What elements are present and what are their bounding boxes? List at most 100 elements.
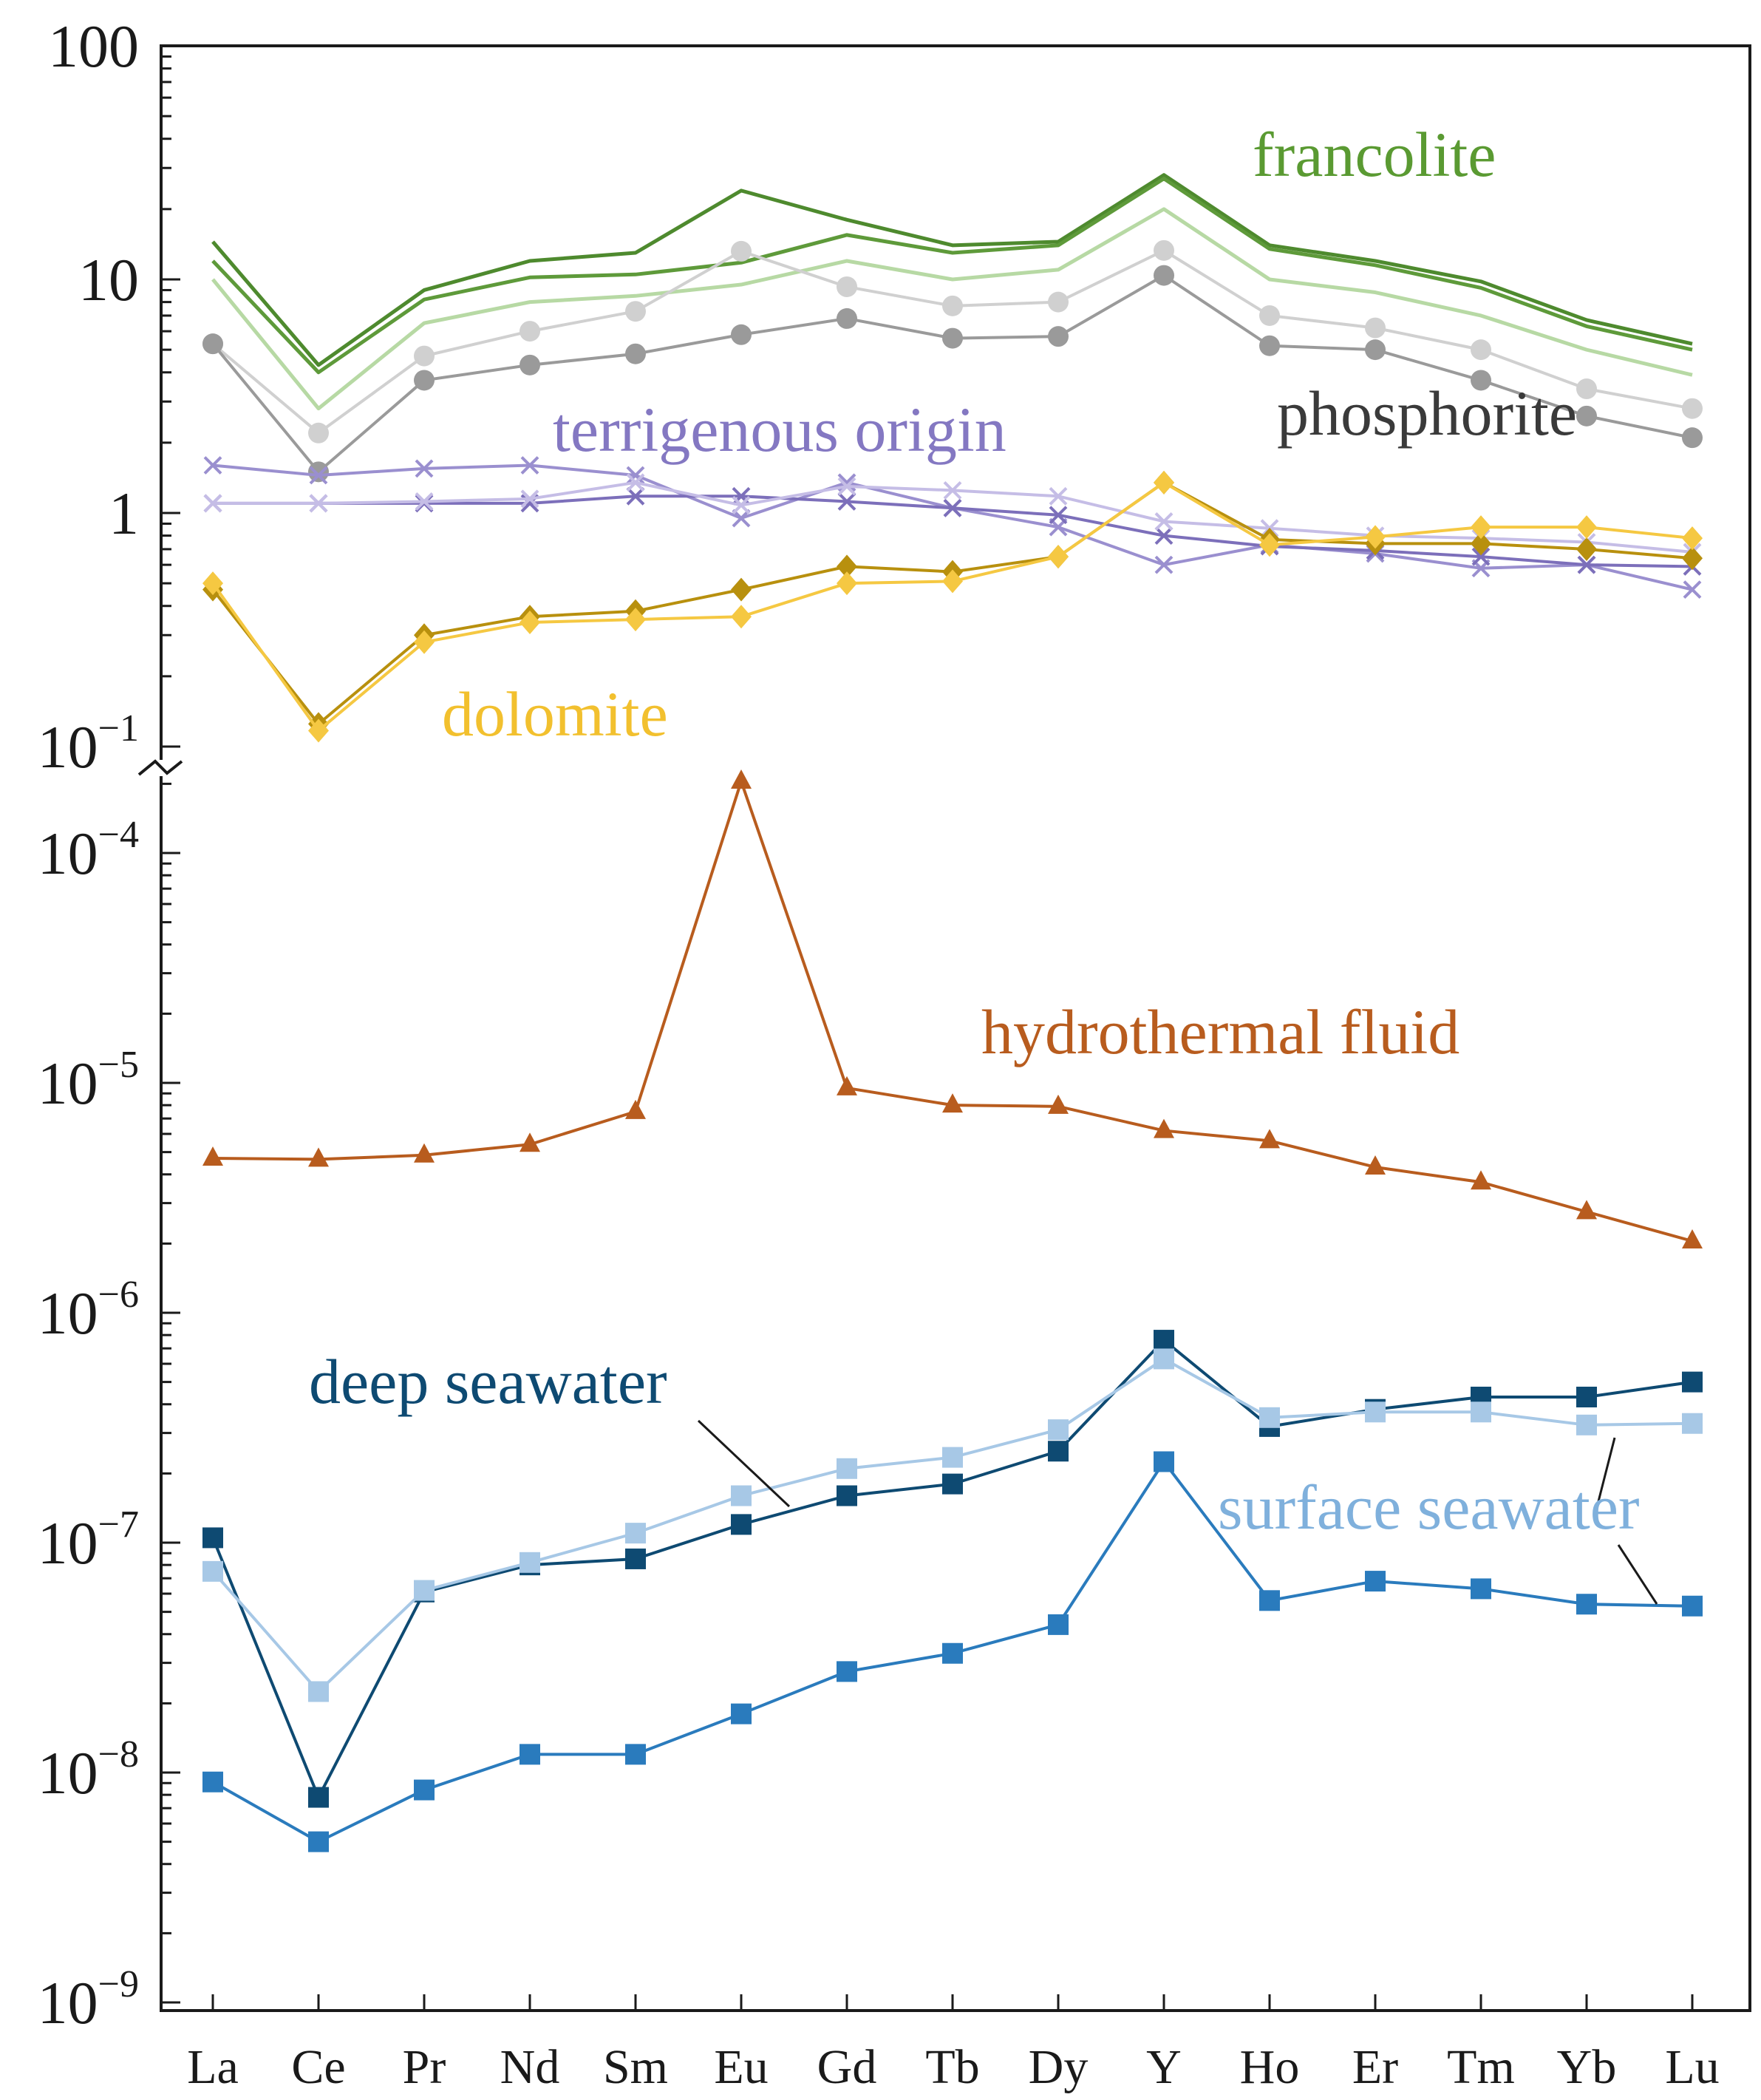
data-point bbox=[415, 459, 434, 478]
data-point bbox=[414, 345, 435, 367]
data-point-stroke bbox=[626, 466, 645, 485]
data-point bbox=[1576, 1594, 1597, 1615]
axis-break-zigzag bbox=[137, 759, 183, 776]
x-tick-label-gd: Gd bbox=[817, 2040, 877, 2094]
y-tick-label: 10−1 bbox=[38, 707, 139, 781]
series-surface-seawater-2 bbox=[202, 1451, 1703, 1852]
data-point bbox=[942, 1642, 963, 1664]
data-point bbox=[1048, 1094, 1069, 1114]
data-point bbox=[1471, 1401, 1491, 1423]
data-point bbox=[626, 486, 645, 506]
data-point bbox=[520, 354, 540, 376]
data-point bbox=[625, 608, 646, 632]
data-point bbox=[1682, 1595, 1703, 1617]
data-point bbox=[1365, 1401, 1386, 1423]
data-point bbox=[626, 473, 645, 492]
data-point bbox=[1682, 1371, 1703, 1393]
series-francolite-1 bbox=[211, 173, 1693, 367]
data-point bbox=[1576, 1386, 1597, 1407]
data-point bbox=[1682, 1413, 1703, 1434]
axis-tick-labels: 100 10 1 10−1 10−4 10−5 10−6 10−7 10−8 10−9 La Ce Pr… bbox=[38, 13, 1720, 2094]
data-point bbox=[1682, 526, 1703, 551]
data-point bbox=[520, 321, 540, 342]
label-deep-seawater: deep seawater bbox=[309, 1346, 667, 1417]
x-tick-label-tm: Tm bbox=[1447, 2040, 1515, 2094]
data-point bbox=[1259, 305, 1280, 326]
data-point bbox=[731, 240, 752, 262]
data-point bbox=[308, 461, 329, 483]
data-point bbox=[625, 301, 646, 322]
series-deep-seawater bbox=[202, 1330, 1703, 1808]
data-point bbox=[837, 276, 857, 297]
data-point bbox=[625, 343, 646, 364]
y-tick-label: 10 bbox=[78, 246, 139, 313]
data-point bbox=[414, 1580, 435, 1601]
data-point bbox=[837, 1458, 857, 1479]
y-tick-label: 10−4 bbox=[38, 814, 139, 887]
data-point bbox=[414, 630, 435, 654]
data-point bbox=[1576, 1414, 1597, 1435]
data-point bbox=[1576, 378, 1597, 400]
data-point-stroke bbox=[309, 466, 328, 485]
data-point bbox=[414, 1143, 435, 1163]
data-point bbox=[942, 569, 963, 594]
data-point-stroke bbox=[1471, 547, 1491, 566]
data-point bbox=[942, 1473, 963, 1495]
x-tick-label-y: Y bbox=[1146, 2040, 1182, 2094]
data-point bbox=[1154, 1118, 1174, 1138]
data-point-stroke bbox=[1683, 580, 1702, 599]
data-point bbox=[520, 456, 539, 475]
data-point-stroke bbox=[837, 477, 856, 496]
data-point bbox=[837, 1485, 857, 1506]
data-point-stroke bbox=[1049, 506, 1068, 525]
label-francolite: francolite bbox=[1253, 119, 1496, 190]
data-point bbox=[1471, 370, 1491, 391]
data-point bbox=[1576, 537, 1597, 561]
data-point bbox=[520, 1744, 540, 1765]
data-point bbox=[202, 1771, 223, 1793]
data-point bbox=[731, 1514, 752, 1535]
data-point bbox=[942, 295, 963, 316]
data-point-stroke bbox=[520, 456, 539, 475]
data-point bbox=[1365, 317, 1386, 339]
data-point bbox=[203, 494, 222, 513]
data-point-stroke bbox=[520, 489, 539, 509]
data-point bbox=[1048, 1419, 1069, 1441]
data-point bbox=[1154, 470, 1174, 495]
label-phosphorite: phosphorite bbox=[1277, 378, 1577, 449]
data-point bbox=[202, 1560, 223, 1582]
data-point-stroke bbox=[732, 496, 751, 514]
data-point bbox=[520, 1132, 540, 1152]
data-point bbox=[1471, 531, 1491, 556]
data-point bbox=[731, 1703, 752, 1724]
data-point bbox=[942, 327, 963, 349]
data-point bbox=[943, 480, 962, 500]
data-point bbox=[1154, 526, 1174, 546]
y-tick-label: 10−8 bbox=[38, 1733, 139, 1807]
data-point bbox=[731, 605, 752, 629]
data-point bbox=[625, 1099, 646, 1119]
data-point bbox=[837, 1076, 857, 1095]
data-point-stroke bbox=[626, 473, 645, 492]
data-point-stroke bbox=[1154, 555, 1174, 574]
data-point bbox=[1048, 545, 1069, 569]
data-point bbox=[520, 611, 540, 635]
x-tick-label-la: La bbox=[187, 2040, 239, 2094]
data-point bbox=[1259, 1129, 1280, 1149]
data-point bbox=[732, 496, 751, 514]
data-point bbox=[625, 1744, 646, 1765]
data-point bbox=[309, 466, 328, 485]
x-tick-label-pr: Pr bbox=[403, 2040, 446, 2094]
data-point bbox=[1154, 555, 1174, 574]
data-point bbox=[520, 1552, 540, 1573]
data-point bbox=[837, 492, 856, 511]
data-point bbox=[308, 1787, 329, 1808]
data-point-stroke bbox=[943, 480, 962, 500]
x-tick-label-ho: Ho bbox=[1240, 2040, 1300, 2094]
data-point bbox=[308, 1147, 329, 1167]
y-tick-label: 10−6 bbox=[38, 1274, 139, 1347]
label-surface-seawater: surface seawater bbox=[1218, 1472, 1640, 1543]
data-point bbox=[202, 1146, 223, 1166]
data-point bbox=[1576, 1200, 1597, 1220]
